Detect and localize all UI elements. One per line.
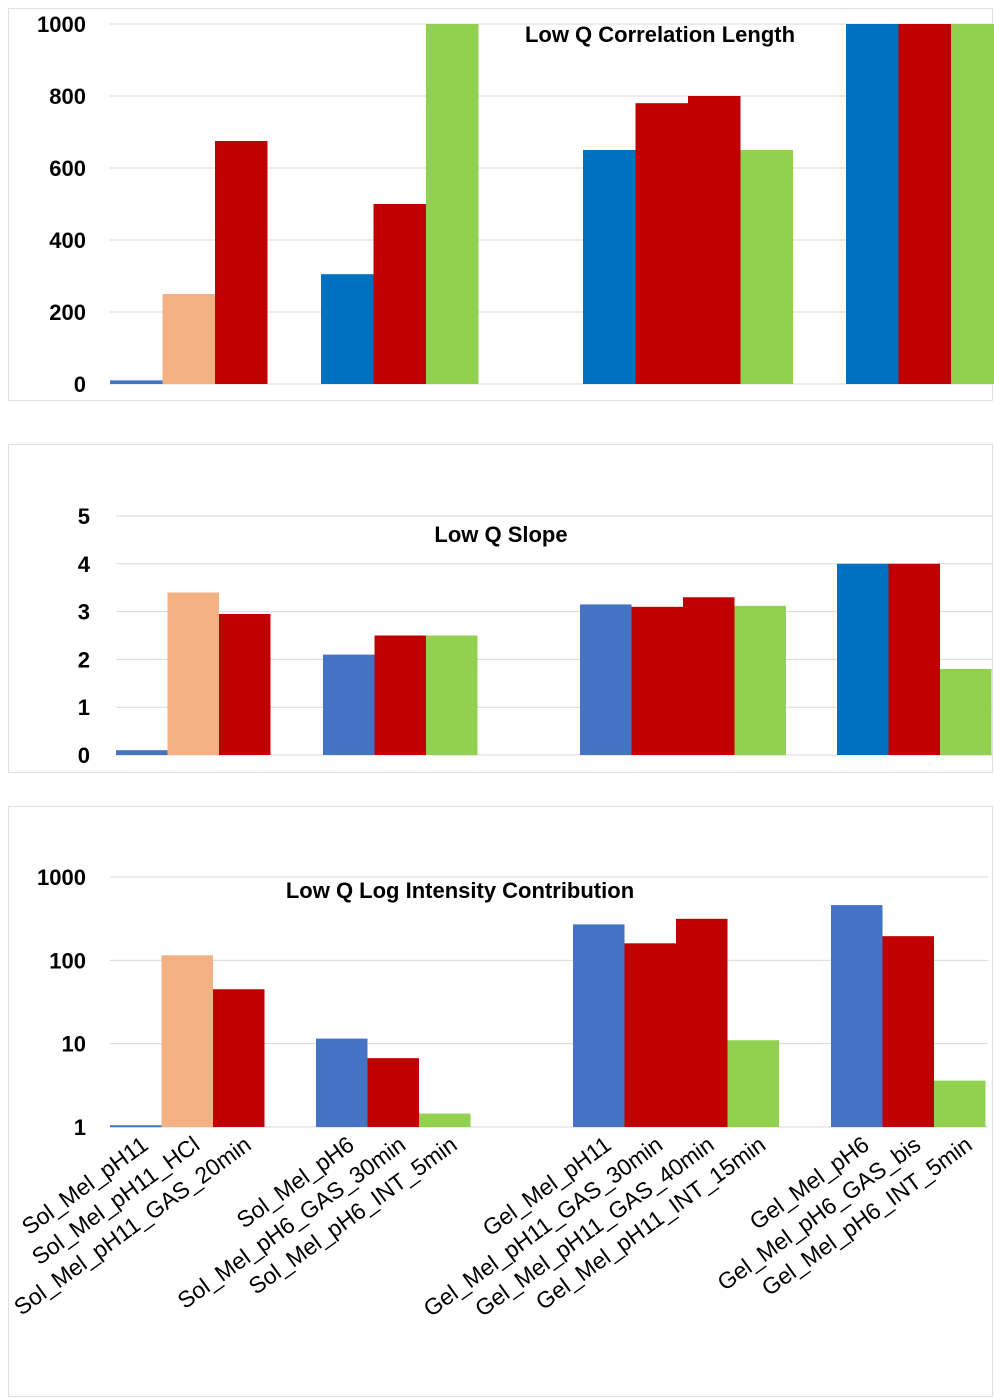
bar-sol-mel-ph11-hcl <box>162 294 215 384</box>
bar-sol-mel-ph6-int-5min <box>426 635 478 755</box>
bar-sol-mel-ph6 <box>323 654 375 755</box>
y-tick-label: 600 <box>49 156 86 181</box>
bar-sol-mel-ph6 <box>321 274 374 384</box>
bar-sol-mel-ph11 <box>110 1125 162 1128</box>
bar-gel-mel-ph6-int-5min <box>940 668 992 755</box>
bar-gel-mel-ph11-gas-40min <box>688 96 741 384</box>
bar-gel-mel-ph6-int-5min <box>934 1080 986 1127</box>
bar-gel-mel-ph6 <box>837 563 889 755</box>
chart-frame-slope <box>8 444 993 773</box>
bar-sol-mel-ph11-gas-20min <box>213 989 265 1127</box>
bar-gel-mel-ph11-int-15min <box>727 1040 779 1127</box>
bar-gel-mel-ph11-int-15min <box>740 150 793 384</box>
y-tick-label: 1 <box>78 695 90 720</box>
bar-sol-mel-ph6-int-5min <box>426 24 479 384</box>
y-tick-label: 5 <box>78 504 90 529</box>
bar-gel-mel-ph11-gas-30min <box>635 103 688 384</box>
bar-sol-mel-ph11-gas-20min <box>219 613 271 755</box>
bar-gel-mel-ph11-gas-40min <box>676 918 728 1127</box>
chart-title-log-intensity: Low Q Log Intensity Contribution <box>286 878 634 903</box>
bar-gel-mel-ph6-int-5min <box>951 24 994 384</box>
bar-gel-mel-ph6 <box>846 24 899 384</box>
chart-title-slope: Low Q Slope <box>434 522 567 547</box>
bar-sol-mel-ph6-int-5min <box>419 1113 471 1127</box>
chart-frame-correlation <box>8 8 993 401</box>
bar-sol-mel-ph11-gas-20min <box>215 141 268 384</box>
y-tick-label: 1000 <box>37 865 86 890</box>
bar-sol-mel-ph6 <box>316 1038 368 1127</box>
chart-title-correlation-length: Low Q Correlation Length <box>525 22 795 47</box>
bar-gel-mel-ph6-gas-bis <box>882 936 934 1127</box>
y-tick-label: 0 <box>74 372 86 397</box>
bar-gel-mel-ph11 <box>583 150 636 384</box>
chart-correlation-length: 0 200 400 600 800 1000 Low Q Correlation Leng… <box>37 12 994 397</box>
y-tick-label: 100 <box>49 948 86 973</box>
bar-gel-mel-ph11-int-15min <box>734 605 786 755</box>
bar-gel-mel-ph11 <box>573 924 625 1127</box>
y-tick-label: 10 <box>62 1032 86 1057</box>
bar-sol-mel-ph11-hcl <box>161 955 213 1127</box>
y-tick-label: 0 <box>78 743 90 768</box>
bar-sol-mel-ph11-hcl <box>167 592 219 755</box>
y-tick-label: 2 <box>78 647 90 672</box>
category-labels: Sol_Mel_pH11Sol_Mel_pH11_HClSol_Mel_pH11… <box>9 1131 977 1322</box>
y-tick-label: 1000 <box>37 12 86 37</box>
y-tick-label: 4 <box>78 552 91 577</box>
chart-frame-intensity <box>8 806 993 1397</box>
y-tick-label: 3 <box>78 600 90 625</box>
y-tick-label: 400 <box>49 228 86 253</box>
chart-slope: 0 1 2 3 4 5 Low Q Slope <box>78 504 992 768</box>
bar-sol-mel-ph6-gas-30min <box>374 635 426 755</box>
bar-gel-mel-ph6 <box>831 905 883 1127</box>
bar-sol-mel-ph6-gas-30min <box>373 204 426 384</box>
y-tick-label: 200 <box>49 300 86 325</box>
bar-gel-mel-ph11-gas-40min <box>683 597 735 755</box>
bar-sol-mel-ph11 <box>110 380 163 384</box>
bar-gel-mel-ph6-gas-bis <box>898 24 951 384</box>
chart-log-intensity: 1 10 100 1000 Low Q Log Intensity Contribut… <box>37 865 988 1140</box>
y-tick-label: 800 <box>49 84 86 109</box>
y-tick-label: 1 <box>74 1115 86 1140</box>
bar-gel-mel-ph11-gas-30min <box>631 606 683 755</box>
bar-sol-mel-ph6-gas-30min <box>367 1058 419 1127</box>
bar-gel-mel-ph11-gas-30min <box>624 943 676 1127</box>
bar-gel-mel-ph6-gas-bis <box>888 563 940 755</box>
bar-sol-mel-ph11 <box>116 750 168 755</box>
bar-gel-mel-ph11 <box>580 604 632 755</box>
